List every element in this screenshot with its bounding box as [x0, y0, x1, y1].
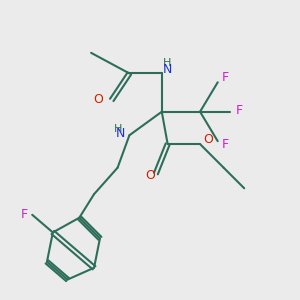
Text: H: H [163, 58, 172, 68]
Text: F: F [222, 138, 229, 151]
Text: O: O [145, 169, 155, 182]
Text: F: F [236, 104, 242, 117]
Text: O: O [203, 133, 213, 146]
Text: F: F [21, 208, 28, 221]
Text: F: F [222, 71, 229, 84]
Text: H: H [114, 124, 122, 134]
Text: N: N [116, 127, 125, 140]
Text: O: O [93, 93, 103, 106]
Text: N: N [163, 62, 172, 76]
